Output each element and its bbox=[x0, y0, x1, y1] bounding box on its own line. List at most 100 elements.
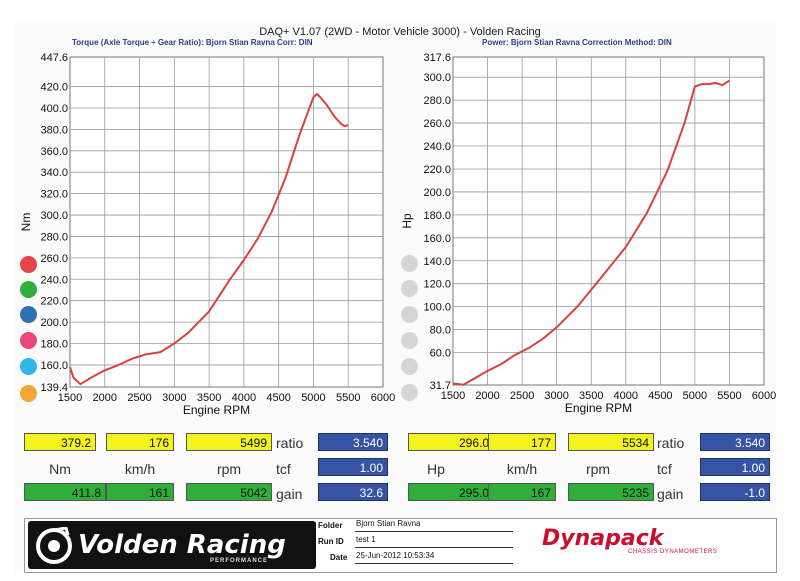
torque-x-tick-label: 2500 bbox=[127, 392, 151, 404]
power-y-tick-label: 260.0 bbox=[423, 118, 451, 130]
torque-y-tick-label: 320.0 bbox=[40, 189, 68, 201]
torque-x-tick-label: 5500 bbox=[336, 392, 360, 404]
runid-underline bbox=[355, 547, 513, 548]
runid-label: Run ID bbox=[318, 537, 344, 546]
series-dot-green[interactable] bbox=[20, 281, 37, 298]
series-dot-cyan[interactable] bbox=[20, 358, 37, 375]
power-x-tick-label: 5500 bbox=[717, 390, 741, 402]
power-x-axis-label: Engine RPM bbox=[565, 401, 632, 415]
gain-value-right[interactable]: -1.0 bbox=[700, 483, 770, 501]
torque-y-tick-label: 240.0 bbox=[40, 274, 68, 286]
dynapack-subtext: CHASSIS DYNAMOMETERS bbox=[628, 549, 718, 555]
torque-y-tick-label: 180.0 bbox=[40, 339, 68, 351]
power-y-tick-label: 120.0 bbox=[423, 279, 451, 291]
torque-y-tick-label: 280.0 bbox=[40, 231, 68, 243]
date-underline bbox=[355, 563, 513, 564]
rpm-unit-label: rpm bbox=[216, 461, 242, 477]
torque-y-tick-label: 260.0 bbox=[40, 253, 68, 265]
speed-peak-value-right: 167 bbox=[488, 483, 556, 501]
series-dot-empty-3[interactable] bbox=[401, 306, 418, 323]
power-x-tick-label: 3000 bbox=[544, 390, 568, 402]
series-dot-empty-5[interactable] bbox=[401, 358, 418, 375]
logo-subtext: PERFORMANCE bbox=[210, 558, 269, 564]
series-dot-orange[interactable] bbox=[20, 385, 37, 402]
series-dot-red[interactable] bbox=[20, 256, 37, 273]
tcf-label: tcf bbox=[276, 461, 291, 477]
series-dot-empty-4[interactable] bbox=[401, 332, 418, 349]
date-value: 25-Jun-2012 10:53:34 bbox=[356, 551, 435, 560]
torque-y-tick-label: 360.0 bbox=[40, 146, 68, 158]
torque-y-tick-label: 340.0 bbox=[40, 167, 68, 179]
rpm-current-value-right: 5534 bbox=[568, 433, 654, 451]
tcf-value-right[interactable]: 1.00 bbox=[700, 458, 770, 476]
torque-y-axis-label: Nm bbox=[19, 213, 33, 232]
torque-peak-value: 411.8 bbox=[24, 483, 106, 501]
series-dot-empty-1[interactable] bbox=[401, 255, 418, 272]
series-dot-pink[interactable] bbox=[20, 332, 37, 349]
speed-unit-label-right: km/h bbox=[506, 461, 538, 477]
power-x-tick-label: 2000 bbox=[475, 390, 499, 402]
speed-unit-label: km/h bbox=[124, 461, 156, 477]
rpm-current-value: 5499 bbox=[186, 433, 272, 451]
power-y-tick-label: 280.0 bbox=[423, 95, 451, 107]
ratio-value-right[interactable]: 3.540 bbox=[700, 433, 770, 451]
power-y-tick-label: 60.0 bbox=[430, 348, 451, 360]
torque-y-tick-label: 200.0 bbox=[40, 317, 68, 329]
power-y-tick-label: 160.0 bbox=[423, 233, 451, 245]
ratio-value[interactable]: 3.540 bbox=[318, 433, 388, 451]
torque-x-tick-label: 2000 bbox=[93, 392, 117, 404]
torque-y-tick-label: 380.0 bbox=[40, 124, 68, 136]
torque-x-axis-label: Engine RPM bbox=[183, 403, 250, 417]
power-x-tick-label: 1500 bbox=[441, 390, 465, 402]
series-dot-empty-6[interactable] bbox=[401, 384, 418, 401]
rpm-peak-value: 5042 bbox=[186, 483, 272, 501]
torque-y-tick-label: 139.4 bbox=[40, 382, 68, 394]
torque-y-tick-label: 420.0 bbox=[40, 82, 68, 94]
power-current-value: 296.0 bbox=[408, 433, 494, 451]
power-plot-area bbox=[452, 56, 765, 386]
gain-label: gain bbox=[276, 486, 303, 502]
power-x-tick-label: 3500 bbox=[579, 390, 603, 402]
power-x-tick-label: 4000 bbox=[614, 390, 638, 402]
power-series-line-0 bbox=[452, 79, 730, 386]
gain-value[interactable]: 32.6 bbox=[318, 483, 388, 501]
rpm-peak-value-right: 5235 bbox=[568, 483, 654, 501]
folder-value: Bjorn Stian Ravna bbox=[356, 519, 421, 528]
folder-underline bbox=[355, 531, 513, 532]
runid-value: test 1 bbox=[356, 535, 376, 544]
power-y-tick-label: 80.0 bbox=[430, 325, 451, 337]
series-dot-empty-2[interactable] bbox=[401, 280, 418, 297]
torque-x-tick-label: 4500 bbox=[266, 392, 290, 404]
power-x-tick-label: 4500 bbox=[648, 390, 672, 402]
torque-current-value: 379.2 bbox=[24, 433, 96, 451]
torque-unit-label: Nm bbox=[49, 461, 71, 477]
power-y-tick-label: 240.0 bbox=[423, 141, 451, 153]
torque-x-tick-label: 4000 bbox=[232, 392, 256, 404]
rpm-unit-label-right: rpm bbox=[585, 461, 611, 477]
logo-text: Volden Racing bbox=[78, 530, 286, 560]
folder-label: Folder bbox=[318, 521, 343, 530]
turbo-icon bbox=[36, 527, 72, 564]
torque-x-tick-label: 6000 bbox=[371, 392, 395, 404]
power-unit-label: Hp bbox=[427, 461, 445, 477]
power-x-tick-label: 6000 bbox=[752, 390, 776, 402]
volden-logo bbox=[28, 521, 316, 569]
gain-label-right: gain bbox=[657, 486, 684, 502]
torque-subtitle: Torque (Axle Torque ÷ Gear Ratio): Bjorn… bbox=[72, 38, 313, 47]
torque-x-tick-label: 5000 bbox=[301, 392, 325, 404]
power-y-tick-label: 317.6 bbox=[423, 52, 451, 64]
power-y-tick-label: 31.7 bbox=[430, 380, 451, 392]
tcf-label-right: tcf bbox=[657, 461, 672, 477]
dynapack-logo: Dynapack bbox=[542, 526, 664, 551]
power-y-tick-label: 100.0 bbox=[423, 302, 451, 314]
tcf-value[interactable]: 1.00 bbox=[318, 458, 388, 476]
series-dot-blue[interactable] bbox=[20, 306, 37, 323]
power-x-tick-label: 5000 bbox=[683, 390, 707, 402]
power-y-tick-label: 220.0 bbox=[423, 164, 451, 176]
torque-x-tick-label: 1500 bbox=[58, 392, 82, 404]
date-label: Date bbox=[330, 553, 348, 562]
power-peak-value: 295.0 bbox=[408, 483, 494, 501]
torque-y-tick-label: 400.0 bbox=[40, 103, 68, 115]
